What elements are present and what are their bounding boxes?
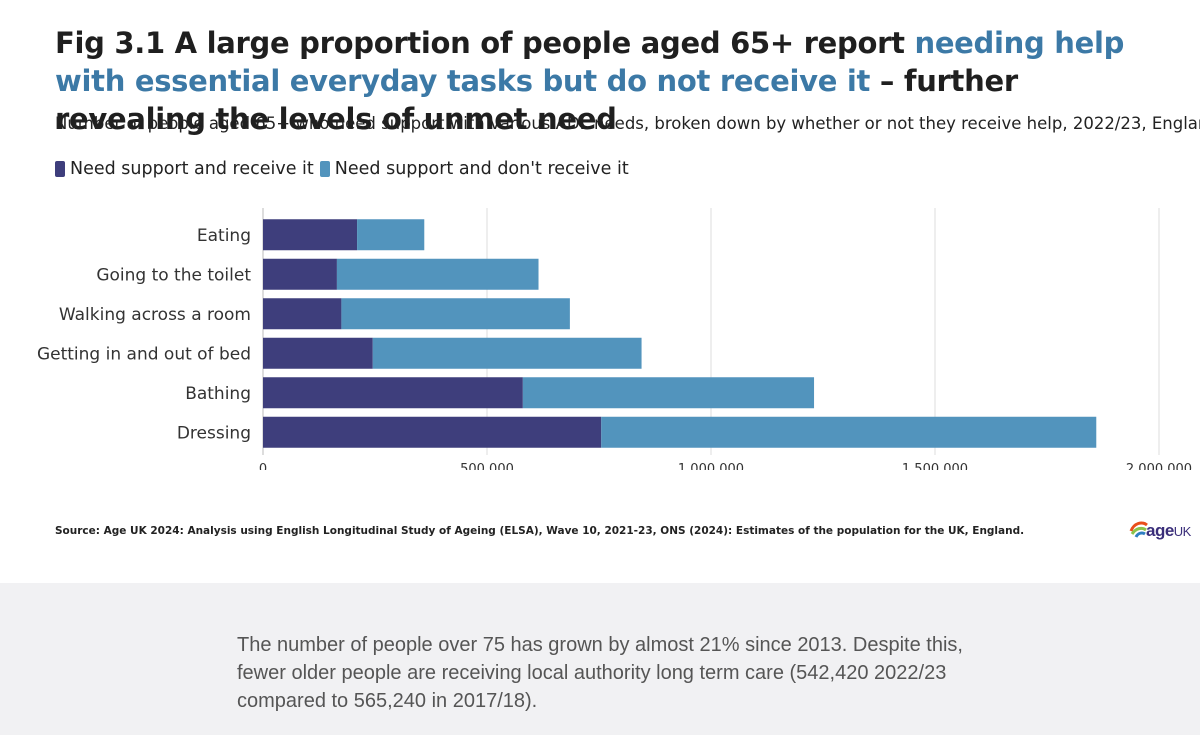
x-tick-label: 2,000,000	[1126, 462, 1192, 470]
x-tick-label: 1,500,000	[902, 462, 968, 470]
bar-receive	[263, 258, 337, 290]
age-uk-logo: ageUK	[1128, 515, 1192, 547]
category-label: Dressing	[177, 423, 251, 443]
logo-suffix: UK	[1173, 524, 1192, 539]
legend-label-receive: Need support and receive it	[70, 159, 314, 179]
legend-item-not-receive: Need support and don't receive it	[319, 159, 629, 179]
bar-receive	[263, 416, 602, 448]
source-note: Source: Age UK 2024: Analysis using Engl…	[55, 525, 1025, 537]
bar-not-receive	[601, 416, 1097, 448]
legend-item-receive: Need support and receive it	[55, 159, 314, 179]
chart-title: Fig 3.1 A large proportion of people age…	[55, 24, 1175, 138]
bar-receive	[263, 337, 373, 369]
footer-paragraph: The number of people over 75 has grown b…	[237, 634, 963, 712]
bar-chart: Eating Going to the toilet Walking across …	[37, 208, 1192, 470]
title-highlight: needing help with essential everyday tas…	[55, 26, 1125, 98]
category-label: Walking across a room	[59, 305, 251, 325]
bar-not-receive	[336, 258, 539, 290]
category-label: Going to the toilet	[96, 265, 251, 285]
logo-mark-icon	[1129, 521, 1148, 538]
logo-word: age	[1146, 521, 1174, 540]
bar-receive	[263, 298, 342, 330]
bar-receive	[263, 219, 358, 251]
bar-not-receive	[372, 337, 642, 369]
bar-receive	[263, 377, 523, 409]
legend-label-not-receive: Need support and don't receive it	[334, 159, 629, 179]
category-label: Bathing	[185, 384, 251, 404]
logo-text: ageUK	[1146, 521, 1191, 541]
category-label: Eating	[197, 226, 251, 246]
bar-not-receive	[522, 377, 815, 409]
bar-not-receive	[357, 219, 425, 251]
legend-swatch-receive	[55, 161, 65, 177]
x-tick-label: 1,000,000	[678, 462, 744, 470]
x-tick-label: 0	[259, 462, 267, 470]
x-tick-label: 500,000	[460, 462, 514, 470]
bar-not-receive	[341, 298, 570, 330]
chart-figure: Fig 3.1 A large proportion of people age…	[36, 24, 1200, 547]
category-label: Getting in and out of bed	[37, 344, 251, 364]
title-part-2: – further revealing the levels of unmet …	[55, 64, 1018, 136]
chart-legend: Need support and receive it Need support…	[55, 159, 635, 179]
title-part-1: Fig 3.1 A large proportion of people age…	[55, 26, 915, 60]
chart-subtitle: Number of people aged 65+ who need suppo…	[55, 114, 1200, 133]
legend-swatch-not-receive	[319, 161, 330, 177]
footer-panel: The number of people over 75 has grown b…	[0, 583, 1200, 735]
